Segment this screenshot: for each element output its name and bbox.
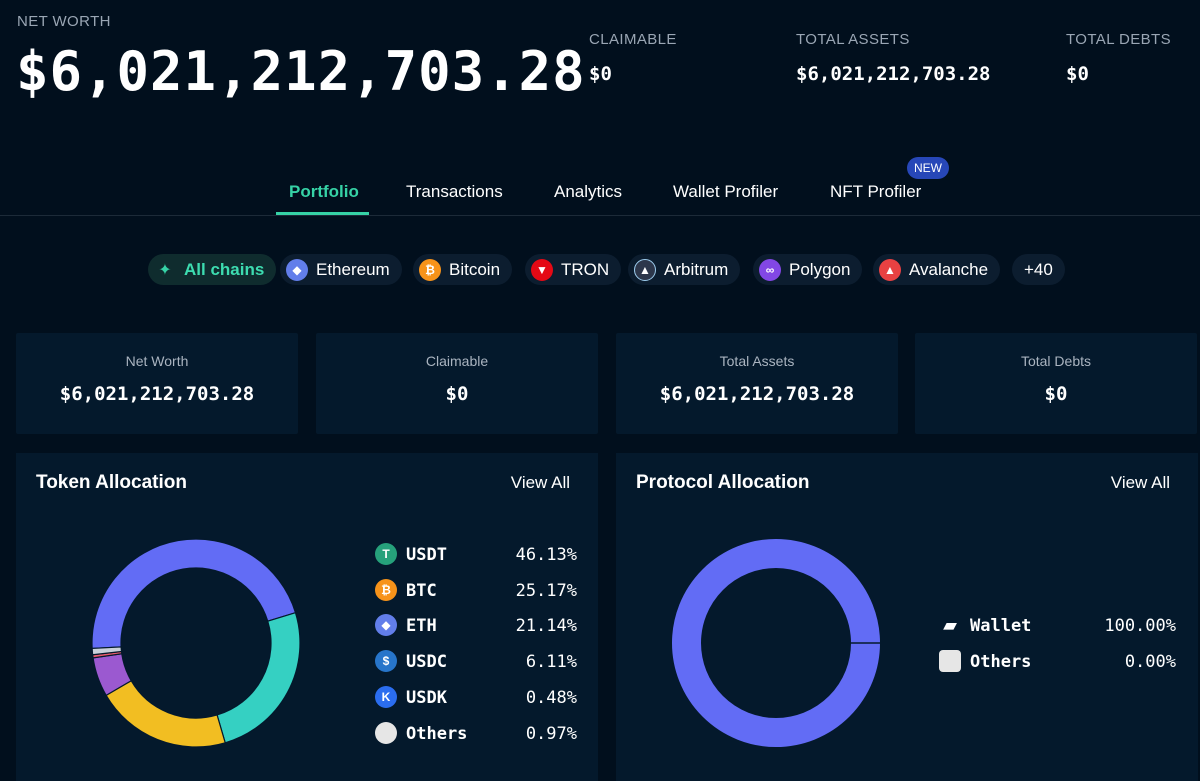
card-value: $0 bbox=[1044, 383, 1068, 405]
card-label: Claimable bbox=[425, 353, 489, 369]
ethereum-icon: ◆ bbox=[286, 258, 308, 281]
card-total-debts: Total Debts $0 bbox=[915, 333, 1197, 434]
btc-icon: ₿ bbox=[375, 579, 397, 601]
arbitrum-icon: ▲ bbox=[634, 258, 656, 281]
total-assets-value: $6,021,212,703.28 bbox=[796, 63, 991, 85]
chain-all-chains[interactable]: ✦ All chains bbox=[148, 254, 277, 285]
all-chains-icon: ✦ bbox=[158, 261, 172, 279]
chain-bitcoin[interactable]: ₿ Bitcoin bbox=[413, 254, 513, 285]
new-badge: NEW bbox=[907, 157, 949, 179]
usdc-icon: $ bbox=[375, 650, 397, 672]
usdk-icon: K bbox=[375, 686, 397, 708]
donut-slice-others bbox=[91, 646, 123, 656]
legend-item-eth: ◆ ETH 21.14% bbox=[375, 614, 577, 636]
card-total-assets: Total Assets $6,021,212,703.28 bbox=[616, 333, 898, 434]
net-worth-value: $6,021,212,703.28 bbox=[16, 40, 586, 103]
donut-slice-eth bbox=[105, 679, 226, 748]
tab-portfolio[interactable]: Portfolio bbox=[289, 182, 359, 201]
chain-more-button[interactable]: +40 bbox=[1012, 254, 1065, 285]
token-allocation-panel: Token Allocation View All T USDT 46.13% … bbox=[16, 453, 598, 781]
active-tab-indicator bbox=[276, 212, 369, 215]
legend-item-usdk: K USDK 0.48% bbox=[375, 686, 577, 708]
total-debts-value: $0 bbox=[1066, 63, 1089, 85]
others-icon bbox=[939, 650, 961, 672]
token-allocation-title: Token Allocation bbox=[36, 472, 187, 493]
chain-polygon[interactable]: ∞ Polygon bbox=[753, 254, 863, 285]
avalanche-icon: ▲ bbox=[879, 258, 901, 281]
wallet-icon: ▰ bbox=[943, 614, 957, 635]
tab-nft-profiler[interactable]: NFT Profiler bbox=[830, 182, 922, 201]
card-label: Net Worth bbox=[125, 353, 189, 369]
tab-analytics[interactable]: Analytics bbox=[554, 182, 623, 201]
bitcoin-icon: ₿ bbox=[419, 258, 441, 281]
tron-icon: ▼ bbox=[531, 258, 553, 281]
protocol-allocation-title: Protocol Allocation bbox=[636, 472, 810, 493]
legend-item-wallet: ▰ Wallet 100.00% bbox=[939, 614, 1176, 637]
total-debts-label: TOTAL DEBTS bbox=[1066, 31, 1171, 48]
protocol-view-all-link[interactable]: View All bbox=[1110, 473, 1170, 492]
main-tabs: Portfolio Transactions Analytics Wallet … bbox=[0, 170, 1200, 216]
protocol-allocation-donut bbox=[672, 539, 880, 747]
legend-item-others: Others 0.97% bbox=[375, 722, 577, 744]
donut-slice-wallet bbox=[672, 539, 880, 747]
total-assets-label: TOTAL ASSETS bbox=[796, 31, 910, 48]
donut-slice-btc bbox=[216, 611, 301, 744]
card-label: Total Assets bbox=[719, 353, 795, 369]
card-label: Total Debts bbox=[1020, 353, 1092, 369]
chain-tron[interactable]: ▼ TRON bbox=[525, 254, 622, 285]
others-icon bbox=[375, 722, 397, 744]
card-value: $0 bbox=[445, 383, 469, 405]
legend-item-usdt: T USDT 46.13% bbox=[375, 543, 577, 565]
card-claimable: Claimable $0 bbox=[316, 333, 598, 434]
donut-slice-usdt bbox=[91, 538, 297, 650]
claimable-label: CLAIMABLE bbox=[589, 31, 677, 48]
net-worth-label: NET WORTH bbox=[17, 13, 111, 30]
chain-arbitrum[interactable]: ▲ Arbitrum bbox=[628, 254, 741, 285]
legend-item-btc: ₿ BTC 25.17% bbox=[375, 579, 577, 601]
legend-item-usdc: $ USDC 6.11% bbox=[375, 650, 577, 672]
tab-transactions[interactable]: Transactions bbox=[406, 182, 503, 201]
token-view-all-link[interactable]: View All bbox=[510, 473, 570, 492]
legend-item-others: Others 0.00% bbox=[939, 650, 1176, 672]
protocol-allocation-panel: Protocol Allocation View All ▰ Wallet 10… bbox=[616, 453, 1198, 781]
chain-ethereum[interactable]: ◆ Ethereum bbox=[280, 254, 402, 285]
claimable-value: $0 bbox=[589, 63, 612, 85]
chain-avalanche[interactable]: ▲ Avalanche bbox=[873, 254, 1001, 285]
card-value: $6,021,212,703.28 bbox=[59, 383, 255, 405]
card-net-worth: Net Worth $6,021,212,703.28 bbox=[16, 333, 298, 434]
polygon-icon: ∞ bbox=[759, 258, 781, 281]
token-allocation-donut bbox=[91, 538, 301, 748]
usdt-icon: T bbox=[375, 543, 397, 565]
tab-wallet-profiler[interactable]: Wallet Profiler bbox=[673, 182, 779, 201]
eth-icon: ◆ bbox=[375, 614, 397, 636]
card-value: $6,021,212,703.28 bbox=[659, 383, 855, 405]
